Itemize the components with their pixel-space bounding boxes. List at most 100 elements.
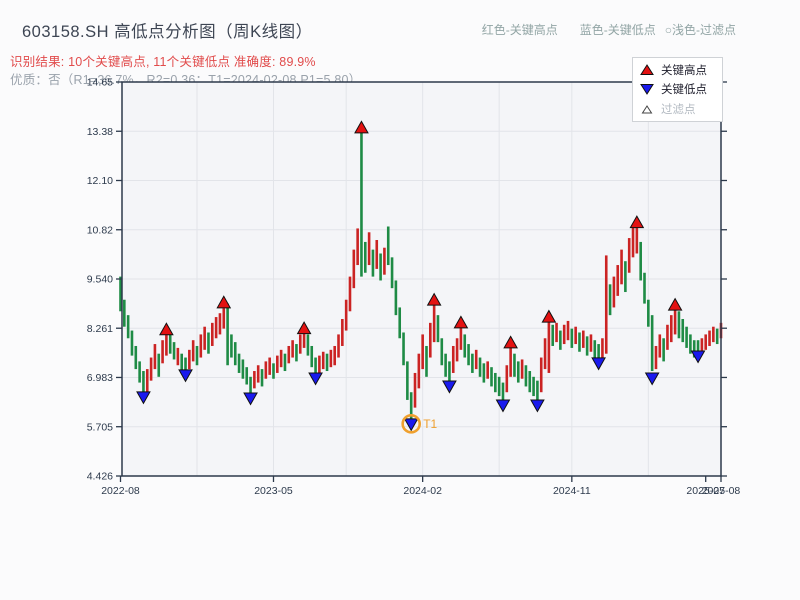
kline-bar <box>341 319 344 346</box>
kline-bar <box>490 367 493 387</box>
kline-bar <box>425 345 428 377</box>
kline-bar <box>276 355 279 373</box>
kline-bar <box>601 338 604 360</box>
kline-bar <box>283 353 287 372</box>
kline-bar <box>528 371 532 393</box>
kline-bar <box>394 280 398 316</box>
kline-bar <box>176 347 180 366</box>
y-tick-label: 10.82 <box>87 224 113 236</box>
kline-bar <box>306 334 310 356</box>
x-tick-label: 2025-08 <box>702 485 741 497</box>
kline-bar <box>474 349 478 370</box>
key-high-marker <box>541 309 557 323</box>
kline-bar <box>532 376 535 397</box>
kline-bar <box>390 257 394 289</box>
key-low-marker <box>442 380 457 394</box>
kline-bar <box>604 255 608 354</box>
kline-bar <box>375 240 379 269</box>
kline-bar <box>666 324 669 350</box>
kline-bar <box>669 315 673 343</box>
kline-bar <box>180 353 183 372</box>
y-tick-label: 8.261 <box>87 323 113 335</box>
kline-bar <box>318 355 321 373</box>
kline-bar <box>145 369 149 393</box>
kline-bar <box>463 334 467 358</box>
kline-bar <box>509 345 512 377</box>
hint-key-high: 红色-关键高点 <box>481 23 558 37</box>
kline-bar <box>593 340 597 358</box>
kline-bar <box>570 328 574 348</box>
kline-bar <box>287 345 291 364</box>
kline-bar <box>696 340 700 354</box>
kline-bar <box>658 334 662 358</box>
key-high-marker <box>426 292 442 306</box>
kline-bar <box>371 249 375 277</box>
kline-bar <box>363 241 367 273</box>
kline-bar <box>337 334 340 358</box>
kline-bar <box>226 303 229 366</box>
kline-bar <box>612 276 616 308</box>
kline-bar <box>513 353 516 377</box>
kline-bar <box>631 226 635 258</box>
kline-bar <box>119 276 122 312</box>
kline-bar <box>325 353 329 372</box>
kline-bar <box>413 372 417 408</box>
kline-bar <box>486 361 489 379</box>
kline-bar <box>539 357 543 393</box>
kline-bar <box>379 253 382 281</box>
kline-bar <box>597 344 600 362</box>
y-tick-label: 14.65 <box>87 77 113 89</box>
legend-key-low-label: 关键低点 <box>661 84 707 97</box>
key-low-marker <box>644 372 660 386</box>
kline-bar <box>272 363 275 379</box>
kline-bar <box>165 334 168 356</box>
key-high-marker <box>159 322 174 336</box>
kline-bar <box>650 315 654 372</box>
kline-bar <box>383 247 386 275</box>
key-low-marker <box>403 418 419 432</box>
kline-bar <box>241 359 245 379</box>
kline-bar <box>708 330 711 346</box>
kline-bar <box>398 307 402 339</box>
key-low-marker <box>690 350 706 364</box>
kline-bar <box>333 345 336 366</box>
key-low-marker <box>495 399 511 413</box>
kline-bar <box>245 367 249 385</box>
kline-bar <box>700 338 704 354</box>
kline-bar <box>279 349 283 368</box>
kline-bar <box>268 357 271 375</box>
y-tick-label: 13.38 <box>87 126 113 138</box>
kline-bar <box>321 351 325 370</box>
kline-bar <box>295 344 298 362</box>
kline-bar <box>471 353 474 373</box>
kline-bar <box>314 357 317 377</box>
kline-bar <box>367 232 371 266</box>
kline-bar <box>348 276 352 312</box>
key-high-marker <box>354 120 369 134</box>
kline-bar <box>360 132 363 277</box>
kline-bar <box>616 265 620 296</box>
kline-bar <box>130 330 134 356</box>
kline-bar <box>654 345 658 370</box>
key-high-marker <box>296 321 312 335</box>
kline-bar <box>448 361 451 383</box>
kline-bar <box>692 340 696 358</box>
kline-bar <box>451 345 455 373</box>
kline-bar <box>585 336 589 356</box>
kline-bar <box>218 313 222 335</box>
y-tick-label: 4.426 <box>87 471 113 483</box>
kline-bar <box>329 349 333 368</box>
x-tick-label: 2024-02 <box>403 485 442 497</box>
kline-bar <box>704 334 707 350</box>
kline-bar <box>230 334 233 358</box>
kline-bar <box>264 361 268 379</box>
kline-bar <box>123 299 126 327</box>
kline-bar <box>578 332 581 352</box>
kline-bar <box>444 353 447 377</box>
kline-bar <box>643 272 646 304</box>
kline-bar <box>203 326 206 350</box>
kline-bar <box>559 330 562 350</box>
kline-bar <box>256 365 260 383</box>
kline-bar <box>161 340 164 364</box>
